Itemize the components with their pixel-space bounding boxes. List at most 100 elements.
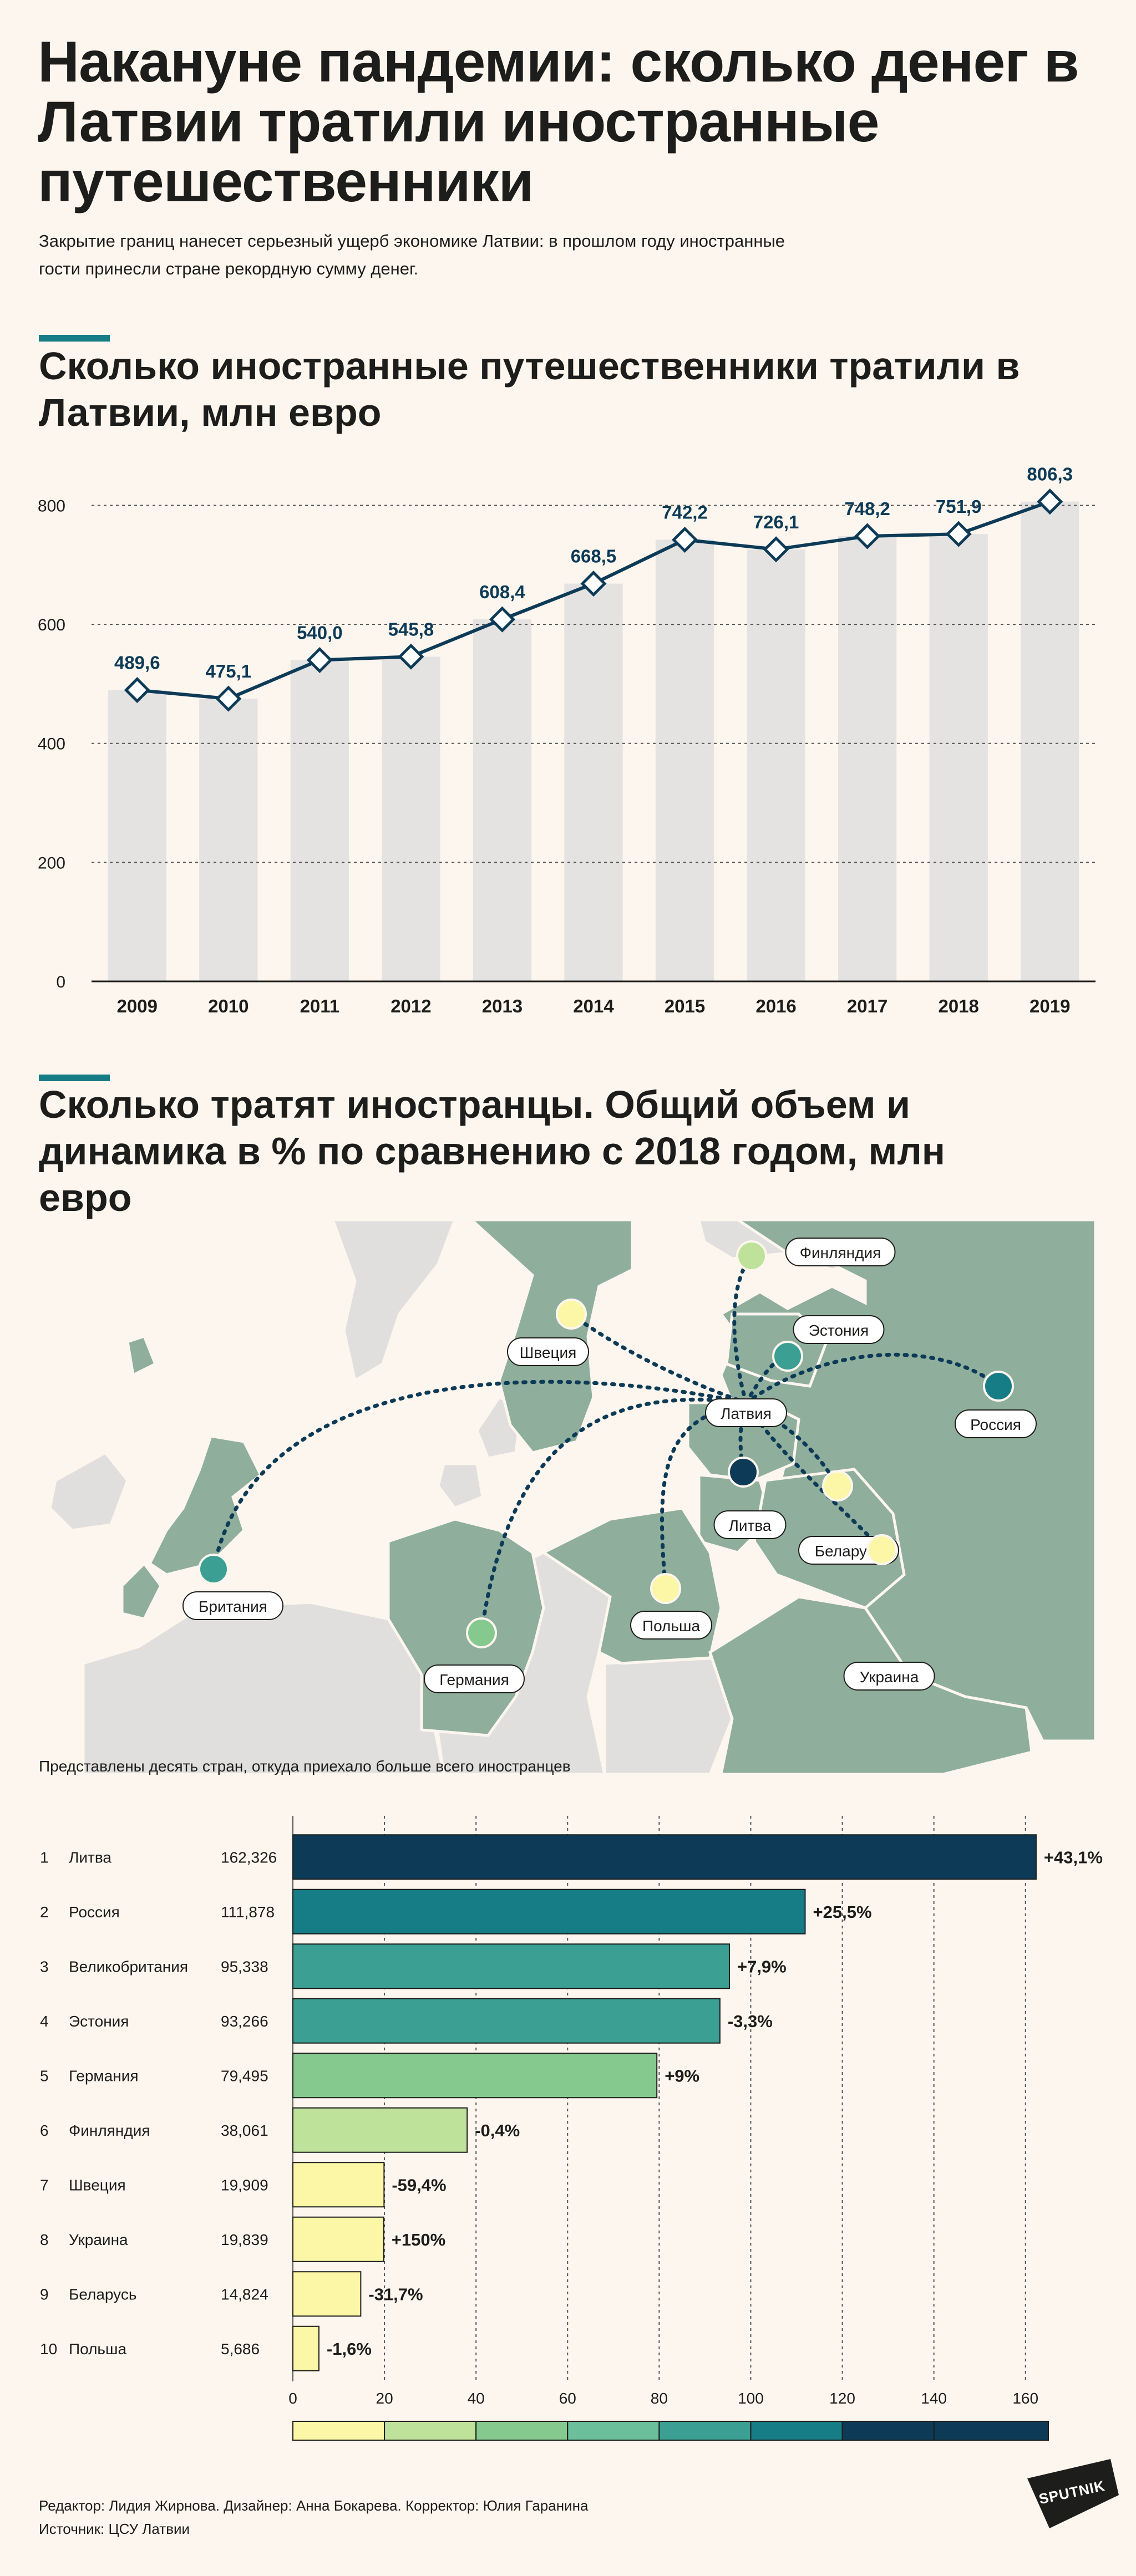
x-tick-label: 60 — [559, 2390, 576, 2407]
change-label: -3,3% — [728, 2012, 773, 2031]
latvia-label: Латвия — [721, 1405, 772, 1422]
data-label: 806,3 — [1027, 464, 1073, 485]
country-bar — [292, 1998, 721, 2044]
x-tick-label: 2016 — [755, 996, 796, 1016]
spending-bar — [382, 656, 440, 981]
britain-marker — [198, 1554, 229, 1585]
change-label: +25,5% — [813, 1902, 872, 1922]
data-label: 668,5 — [571, 546, 617, 567]
data-label: 608,4 — [479, 582, 525, 602]
page-subtitle: Закрытие границ нанесет серьезный ущерб … — [39, 231, 785, 278]
rank-label: 6 — [40, 2122, 49, 2139]
spending-bar — [564, 583, 623, 981]
germany-label: Германия — [439, 1671, 509, 1688]
y-tick-label: 600 — [38, 616, 65, 634]
data-point-marker — [854, 523, 881, 549]
x-tick-label: 2013 — [482, 996, 523, 1016]
rank-label: 1 — [40, 1849, 49, 1866]
x-tick-label: 80 — [651, 2390, 668, 2407]
x-tick-label: 20 — [376, 2390, 393, 2407]
value-label: 19,909 — [221, 2176, 268, 2193]
x-tick-label: 100 — [738, 2390, 764, 2407]
value-label: 38,061 — [221, 2122, 268, 2139]
ukraine-label: Украина — [860, 1668, 919, 1686]
value-label: 111,878 — [221, 1903, 275, 1921]
scale-swatch — [933, 2421, 1049, 2441]
source: Источник: ЦСУ Латвии — [39, 2521, 190, 2537]
change-label: +7,9% — [737, 1957, 787, 1976]
rank-label: 2 — [40, 1903, 49, 1921]
rank-label: 4 — [40, 2013, 49, 2030]
country-label: Финляндия — [69, 2122, 150, 2139]
value-label: 162,326 — [221, 1849, 277, 1866]
country-bar — [292, 2053, 658, 2099]
data-label: 748,2 — [844, 498, 890, 519]
section-accent-bar — [39, 1075, 110, 1081]
x-tick-label: 2012 — [390, 996, 431, 1016]
lithuania-label: Литва — [729, 1517, 772, 1534]
data-label: 742,2 — [662, 502, 708, 522]
change-label: +43,1% — [1044, 1847, 1103, 1867]
data-label: 475,1 — [206, 661, 252, 681]
spending-bar — [473, 619, 532, 981]
country-label: Германия — [69, 2067, 139, 2084]
poland-marker — [650, 1573, 681, 1604]
change-label: -31,7% — [368, 2284, 423, 2304]
y-tick-label: 200 — [38, 854, 65, 872]
country-label: Литва — [69, 1849, 111, 1866]
countries-chart: 0 20 40 60 80 100 120 140 160 1 Литва 162,326 +43,1%… — [40, 1816, 1103, 2441]
country-label: Беларусь — [69, 2285, 136, 2303]
y-tick-label: 0 — [56, 973, 65, 991]
finland-marker — [736, 1240, 767, 1271]
russia-label-bg — [955, 1409, 1037, 1438]
sweden-label: Швеция — [520, 1344, 577, 1361]
country-label: Россия — [69, 1903, 120, 1921]
data-point-marker — [945, 521, 972, 547]
rank-label: 10 — [40, 2340, 57, 2358]
country-label: Польша — [69, 2340, 126, 2358]
x-tick-label: 160 — [1012, 2390, 1038, 2407]
data-label: 489,6 — [114, 653, 160, 673]
lithuania-marker — [728, 1457, 759, 1488]
data-point-marker — [763, 536, 789, 563]
germany-label-bg — [424, 1664, 525, 1693]
x-tick-label: 2014 — [573, 996, 614, 1016]
britain-label: Британия — [199, 1598, 267, 1615]
scale-swatch — [292, 2421, 386, 2441]
data-point-marker — [1037, 488, 1063, 515]
scale-swatch — [841, 2421, 935, 2441]
estonia-label-bg — [793, 1315, 885, 1344]
countries-chart-note: Представлены десять стран, откуда приеха… — [39, 1758, 571, 1775]
x-tick-label: 2009 — [117, 996, 158, 1016]
change-label: -59,4% — [392, 2175, 446, 2195]
ukraine-label-bg — [843, 1662, 935, 1691]
value-label: 79,495 — [221, 2067, 268, 2084]
x-tick-label: 140 — [921, 2390, 947, 2407]
change-label: +150% — [392, 2230, 445, 2249]
value-label: 5,686 — [221, 2340, 260, 2358]
britain-label-bg — [182, 1591, 283, 1620]
spending-bar — [1021, 501, 1079, 981]
data-point-marker — [306, 646, 333, 674]
poland-label: Польша — [642, 1617, 700, 1635]
page-title: Накануне пандемии: сколько денег в Латви… — [38, 30, 1079, 214]
data-label: 540,0 — [297, 622, 343, 643]
data-point-marker — [580, 571, 607, 597]
country-bar — [292, 2162, 385, 2208]
belarus-marker — [822, 1470, 853, 1501]
data-point-marker — [124, 677, 150, 704]
scale-swatch — [384, 2421, 477, 2441]
latvia-label-bg — [705, 1398, 787, 1427]
lithuania-label-bg — [713, 1510, 787, 1539]
country-bar — [292, 1943, 730, 1989]
countries-chart-title: Сколько тратят иностранцы. Общий объем и… — [39, 1083, 946, 1219]
x-tick-label: 0 — [288, 2390, 297, 2407]
rank-label: 9 — [40, 2285, 49, 2303]
data-point-marker — [398, 643, 424, 670]
spending-bar — [108, 690, 166, 981]
value-label: 19,839 — [221, 2231, 268, 2248]
x-tick-label: 120 — [829, 2390, 855, 2407]
x-tick-label: 40 — [468, 2390, 485, 2407]
germany-marker — [466, 1617, 497, 1648]
y-tick-label: 800 — [38, 497, 65, 515]
